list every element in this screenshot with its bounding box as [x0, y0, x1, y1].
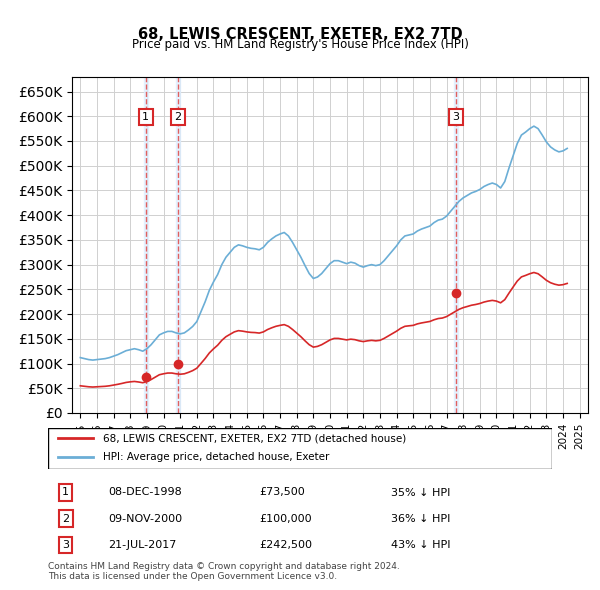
Text: This data is licensed under the Open Government Licence v3.0.: This data is licensed under the Open Gov… [48, 572, 337, 581]
Text: 43% ↓ HPI: 43% ↓ HPI [391, 540, 450, 550]
Text: 3: 3 [452, 112, 459, 122]
Text: 35% ↓ HPI: 35% ↓ HPI [391, 487, 450, 497]
Text: 3: 3 [62, 540, 69, 550]
Text: 1: 1 [142, 112, 149, 122]
Text: 21-JUL-2017: 21-JUL-2017 [109, 540, 177, 550]
Text: £100,000: £100,000 [260, 514, 313, 524]
FancyBboxPatch shape [48, 428, 552, 469]
Text: 2: 2 [174, 112, 181, 122]
Text: Price paid vs. HM Land Registry's House Price Index (HPI): Price paid vs. HM Land Registry's House … [131, 38, 469, 51]
Text: 09-NOV-2000: 09-NOV-2000 [109, 514, 182, 524]
Bar [144, 77, 148, 413]
Bar [176, 77, 179, 413]
Text: £73,500: £73,500 [260, 487, 305, 497]
Text: 68, LEWIS CRESCENT, EXETER, EX2 7TD: 68, LEWIS CRESCENT, EXETER, EX2 7TD [137, 27, 463, 41]
Text: 08-DEC-1998: 08-DEC-1998 [109, 487, 182, 497]
Text: £242,500: £242,500 [260, 540, 313, 550]
Text: Contains HM Land Registry data © Crown copyright and database right 2024.: Contains HM Land Registry data © Crown c… [48, 562, 400, 571]
Text: HPI: Average price, detached house, Exeter: HPI: Average price, detached house, Exet… [103, 453, 330, 463]
Text: 2: 2 [62, 514, 69, 524]
Text: 36% ↓ HPI: 36% ↓ HPI [391, 514, 450, 524]
Bar [454, 77, 458, 413]
Text: 68, LEWIS CRESCENT, EXETER, EX2 7TD (detached house): 68, LEWIS CRESCENT, EXETER, EX2 7TD (det… [103, 433, 407, 443]
Text: 1: 1 [62, 487, 69, 497]
